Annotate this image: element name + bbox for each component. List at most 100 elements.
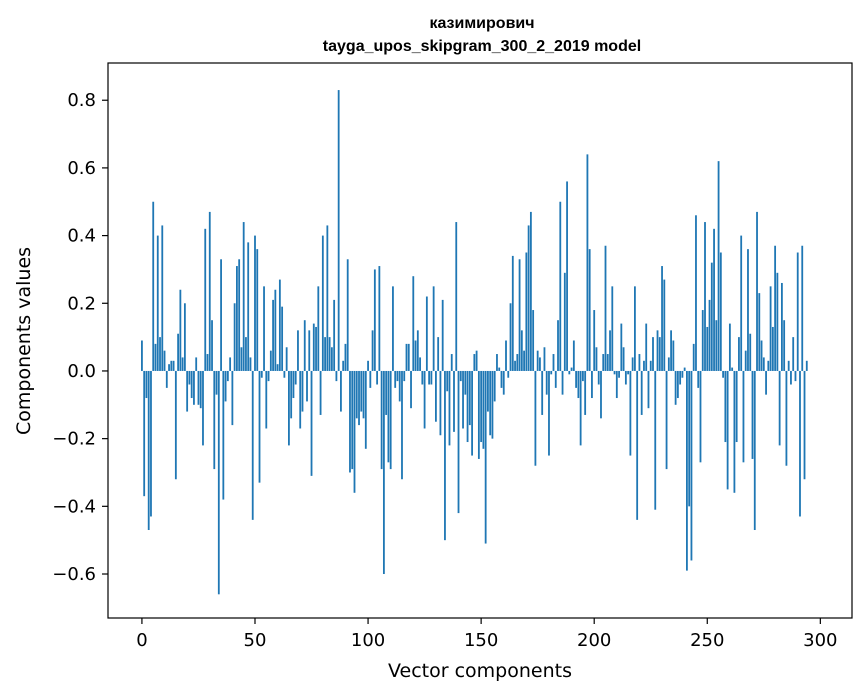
bar xyxy=(233,303,236,371)
bar xyxy=(756,211,758,371)
bar xyxy=(527,225,530,371)
bar xyxy=(389,370,392,470)
bar xyxy=(292,370,295,399)
x-axis-label: Vector components xyxy=(388,660,572,682)
bar xyxy=(236,266,238,371)
bar xyxy=(202,370,204,446)
bar xyxy=(407,343,410,371)
bar xyxy=(498,367,501,371)
bar xyxy=(147,370,150,531)
bar xyxy=(464,370,467,395)
bar xyxy=(758,293,761,371)
y-axis-label: Components values xyxy=(13,247,35,435)
bar xyxy=(568,370,571,375)
bar xyxy=(591,370,593,399)
bar xyxy=(719,252,722,371)
x-tick-label: 300 xyxy=(803,630,837,651)
bar xyxy=(670,330,672,371)
x-tick-label: 200 xyxy=(577,630,611,651)
bar xyxy=(161,225,164,371)
bar xyxy=(455,222,458,371)
bar xyxy=(263,286,265,371)
bar xyxy=(170,360,173,371)
bar xyxy=(575,370,578,388)
bar xyxy=(765,370,767,395)
bar xyxy=(728,323,731,371)
y-tick-label: 0.6 xyxy=(67,158,96,179)
bar xyxy=(195,357,198,371)
bar xyxy=(581,370,584,382)
bar xyxy=(306,370,308,402)
y-tick-label: −0.2 xyxy=(52,429,96,450)
bar xyxy=(516,354,519,371)
bar xyxy=(604,245,607,371)
bar xyxy=(290,370,293,419)
bar xyxy=(520,330,523,371)
bar xyxy=(586,154,589,371)
bar xyxy=(254,235,256,371)
bar xyxy=(652,337,654,371)
chart-subtitle: tayga_upos_skipgram_300_2_2019 model xyxy=(323,38,641,55)
bar xyxy=(559,201,562,371)
x-axis-ticks: 0 50 100 150 200 250 300 xyxy=(136,618,838,651)
bar xyxy=(369,370,372,388)
bar xyxy=(398,370,401,402)
bar xyxy=(423,370,426,429)
bar xyxy=(193,370,195,405)
bar xyxy=(303,320,306,371)
bar xyxy=(532,310,535,371)
bar xyxy=(430,370,433,385)
bar xyxy=(396,370,399,382)
bar xyxy=(600,370,602,419)
bar xyxy=(584,370,587,415)
bar xyxy=(733,370,736,493)
bar xyxy=(213,370,216,470)
bar xyxy=(312,323,315,371)
bar xyxy=(362,370,365,419)
plot-frame xyxy=(107,62,853,619)
bar xyxy=(453,370,455,432)
bar xyxy=(799,370,801,517)
bar xyxy=(502,370,505,395)
bar xyxy=(269,350,272,371)
bar xyxy=(778,370,781,446)
bar xyxy=(688,370,691,507)
bar xyxy=(629,370,632,456)
bar xyxy=(679,370,682,385)
bar xyxy=(249,357,252,371)
bar xyxy=(168,364,170,371)
bar xyxy=(373,269,376,371)
bar xyxy=(432,286,435,371)
bar xyxy=(285,347,288,371)
bar xyxy=(301,370,304,412)
bar xyxy=(541,370,544,415)
bar xyxy=(245,337,247,371)
bar xyxy=(785,370,788,466)
bar xyxy=(704,222,706,371)
bar xyxy=(272,299,274,371)
bar xyxy=(466,370,469,443)
bar xyxy=(199,370,202,409)
bar xyxy=(448,370,451,446)
bar xyxy=(491,370,494,439)
bar xyxy=(780,282,783,371)
bar xyxy=(762,357,765,371)
bar xyxy=(276,364,279,371)
bar xyxy=(588,249,591,371)
bar xyxy=(554,370,557,388)
bar xyxy=(505,340,507,371)
bar xyxy=(394,370,397,388)
bar xyxy=(251,370,254,520)
bar xyxy=(330,347,333,371)
bar xyxy=(380,370,383,470)
x-tick-label: 150 xyxy=(464,630,498,651)
bar xyxy=(740,235,743,371)
bar xyxy=(450,354,453,371)
bar xyxy=(645,323,648,371)
bar xyxy=(360,370,363,412)
bar xyxy=(690,370,693,561)
bar xyxy=(597,370,600,385)
bar xyxy=(260,370,263,378)
bar xyxy=(468,370,471,426)
bar xyxy=(190,370,193,399)
